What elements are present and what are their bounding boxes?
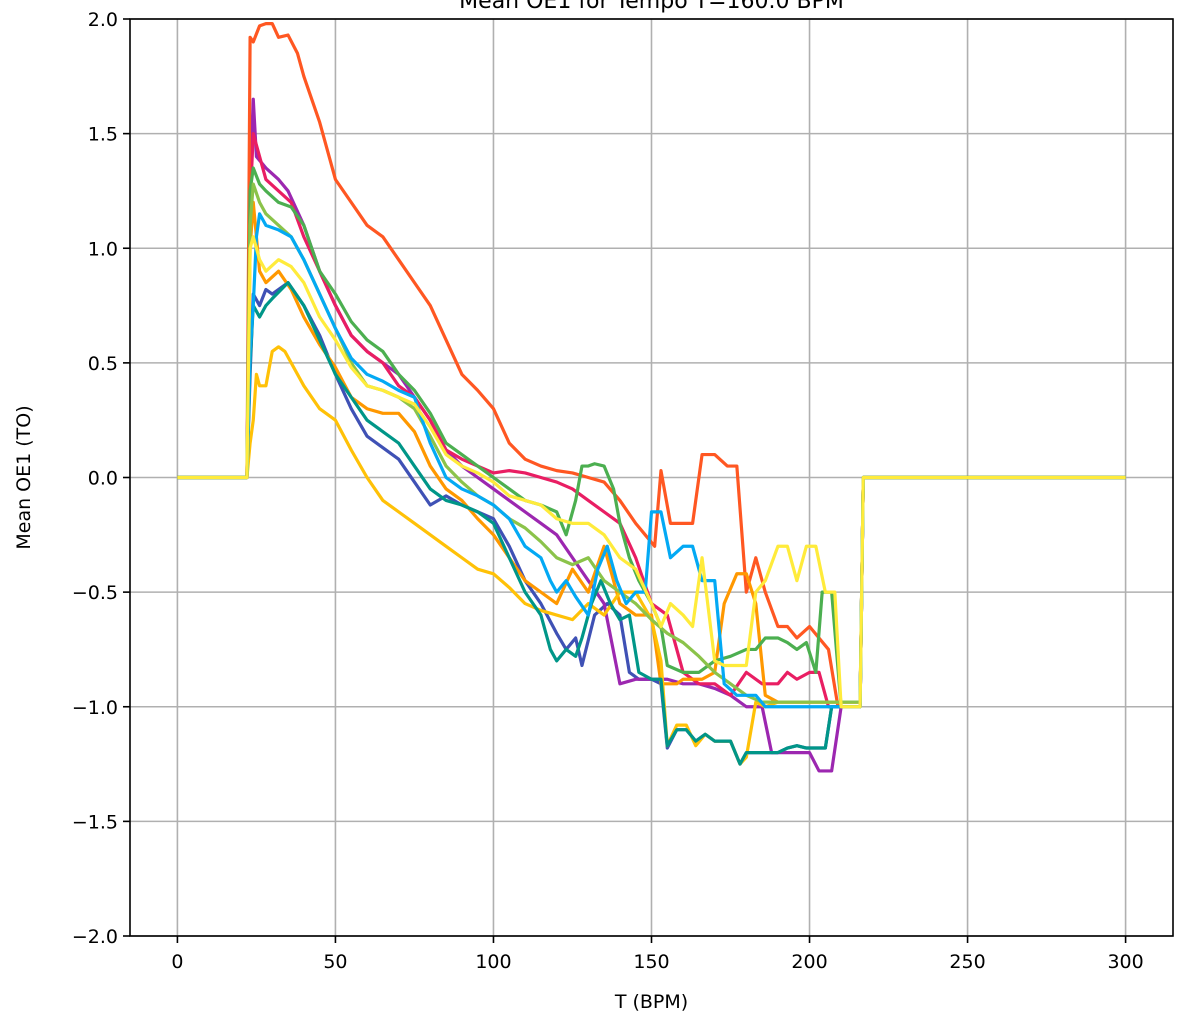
series-line-11 (177, 235, 1126, 709)
y-tick-label: 0.0 (88, 468, 118, 490)
y-tick-label: −1.0 (72, 697, 118, 719)
x-tick-label: 100 (475, 951, 511, 973)
axis-ticks: 0 50 100 150 200 250 300 −2.0 −1.5 −1.0 −0.5 0.0 0.5… (72, 9, 1144, 973)
y-tick-label: −2.0 (72, 926, 118, 948)
y-tick-label: −1.5 (72, 811, 118, 833)
series-line-8 (177, 166, 1126, 709)
series-group (177, 21, 1126, 773)
y-tick-label: 0.5 (88, 353, 118, 375)
series-line-3 (177, 132, 1126, 709)
x-tick-label: 0 (171, 951, 183, 973)
x-tick-label: 250 (949, 951, 985, 973)
series-line-5 (177, 200, 1126, 704)
y-tick-label: 1.0 (88, 238, 118, 260)
y-tick-label: 2.0 (88, 9, 118, 31)
y-tick-label: 1.5 (88, 124, 118, 146)
y-tick-label: −0.5 (72, 582, 118, 604)
y-axis-label: Mean OE1 (TO) (13, 405, 35, 549)
series-line-10 (177, 212, 1126, 709)
x-tick-label: 200 (791, 951, 827, 973)
x-tick-label: 50 (323, 951, 347, 973)
chart-title: Mean OE1 for Tempo T=160.0 BPM (459, 0, 844, 14)
x-axis-label: T (BPM) (614, 991, 688, 1013)
x-tick-label: 300 (1107, 951, 1143, 973)
x-tick-label: 150 (633, 951, 669, 973)
